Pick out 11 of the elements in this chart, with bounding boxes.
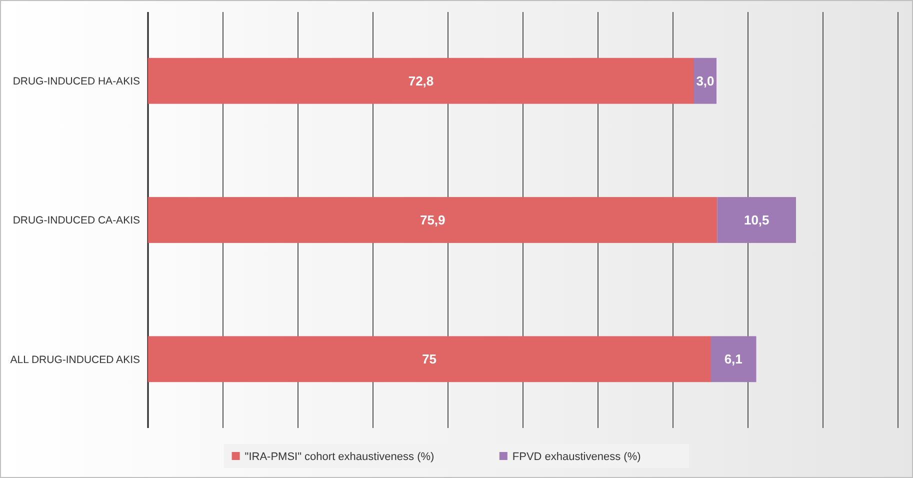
y-tick-label: DRUG-INDUCED HA-AKIS: [12, 76, 140, 88]
legend-label: FPVD exhaustiveness (%): [512, 450, 641, 463]
legend-label: "IRA-PMSI" cohort exhaustiveness (%): [244, 450, 434, 463]
data-label: 72,8: [408, 73, 434, 88]
y-tick-label: ALL DRUG-INDUCED AKIS: [10, 354, 140, 366]
y-tick-label: DRUG-INDUCED CA-AKIS: [12, 214, 140, 227]
data-label: 6,1: [724, 352, 742, 367]
data-label: 3,0: [696, 73, 714, 88]
data-label: 10,5: [744, 212, 770, 228]
data-label: 75,9: [420, 212, 446, 228]
data-label: 75: [422, 352, 436, 367]
